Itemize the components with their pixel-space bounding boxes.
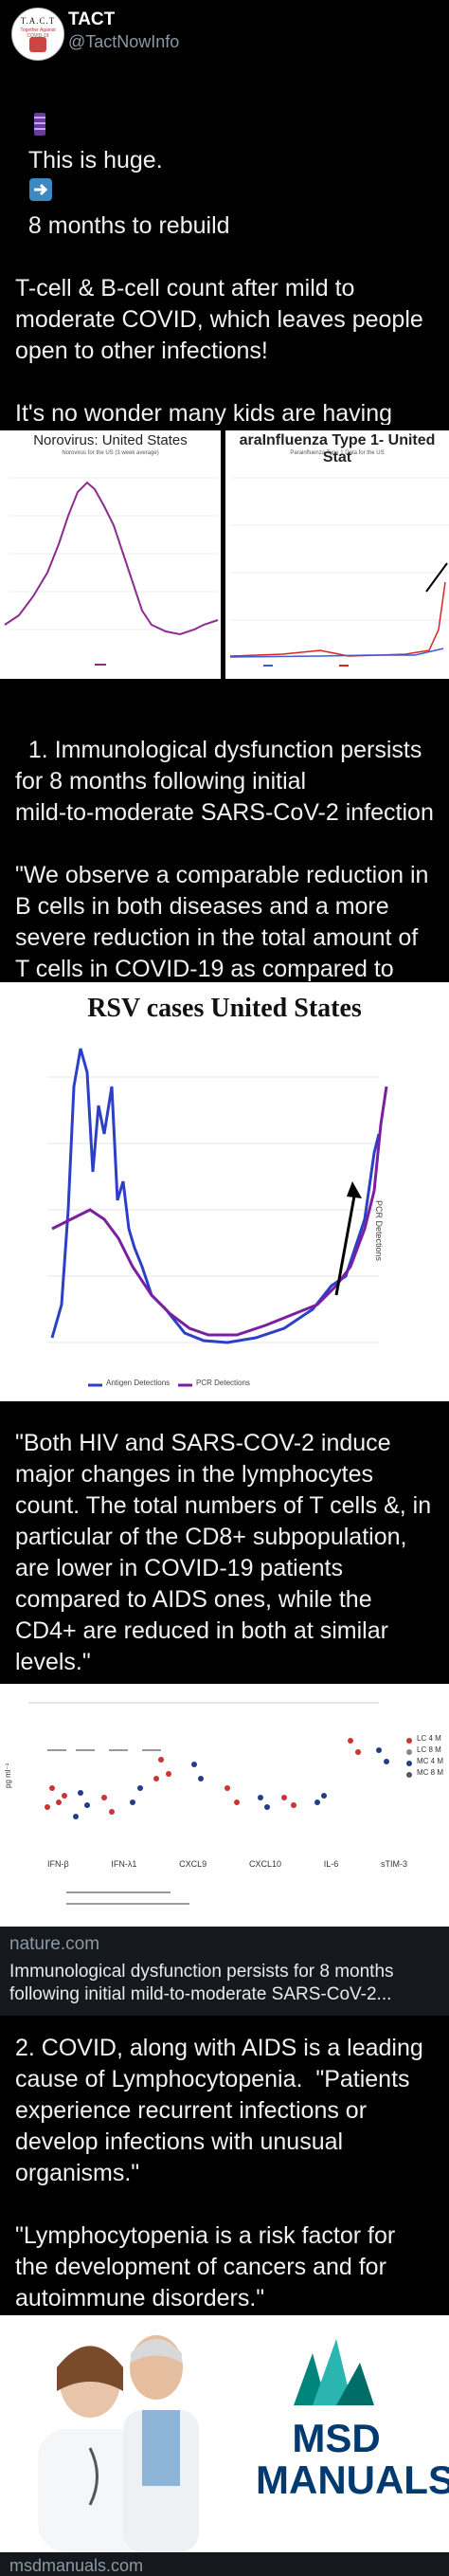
label-stim3: sTIM-3 [380, 1859, 407, 1869]
tweet-2-body: 1. Immunological dysfunction persists fo… [15, 737, 434, 1014]
msd-logo-icon [294, 2339, 374, 2405]
link-domain-bar[interactable]: msdmanuals.com [0, 2552, 449, 2576]
parainfluenza-chart-title: araInfluenza Type 1- United Stat [239, 432, 436, 466]
norovirus-chart[interactable]: Norovirus: United States Norovirus for t… [0, 430, 221, 679]
author-handle[interactable]: @TactNowInfo [68, 32, 180, 51]
chart-images-row[interactable]: Norovirus: United States Norovirus for t… [0, 425, 449, 679]
avatar[interactable]: T.A.C.T Together Against COVID-19 [11, 8, 64, 61]
label-cxcl10: CXCL10 [248, 1859, 281, 1869]
link-card[interactable]: IFN-β IFN-λ1 CXCL9 CXCL10 IL-6 sTIM-3 LC… [0, 1684, 449, 2016]
tweet-1-line1b: 8 months to rebuild [27, 212, 230, 239]
rsv-legend-antigen: Antigen Detections [106, 1379, 171, 1387]
cytokine-legend: LC 4 M LC 8 M MC 4 M MC 8 M [417, 1733, 443, 1779]
cytokine-y-unit: pg ml⁻¹ [4, 1763, 12, 1788]
label-ifn-b: IFN-β [47, 1859, 69, 1869]
cytokine-axis-labels: IFN-β IFN-λ1 CXCL9 CXCL10 IL-6 sTIM-3 [47, 1859, 407, 1869]
link-card-title[interactable]: Immunological dysfunction persists for 8… [9, 1962, 394, 2004]
doctors-photo [38, 2335, 199, 2552]
norovirus-chart-subtitle: Norovirus for the US (3 week average) [62, 450, 159, 456]
parainfluenza-chart-subtitle: Parainfluenza Type 1 Data for the US [290, 450, 385, 456]
label-cxcl9: CXCL9 [179, 1859, 207, 1869]
link-card-domain: nature.com [9, 1934, 100, 1954]
parainfluenza-chart[interactable]: araInfluenza Type 1- United Stat Parainf… [225, 430, 449, 679]
dna-emoji-icon [28, 112, 51, 145]
tweet-3-text: "Both HIV and SARS-COV-2 induce major ch… [15, 1430, 432, 1675]
norovirus-chart-title: Norovirus: United States [33, 432, 188, 448]
legend-mc-8m: MC 8 M [417, 1768, 443, 1777]
rsv-ylabel: PCR Detections [374, 1200, 384, 1262]
msd-manuals-image[interactable]: MSD MANUALS [0, 2315, 449, 2552]
link-card-image[interactable]: IFN-β IFN-λ1 CXCL9 CXCL10 IL-6 sTIM-3 LC… [0, 1684, 449, 1927]
tweet-header: T.A.C.T Together Against COVID-19 TACT @… [0, 0, 449, 68]
avatar-logo-text: T.A.C.T [20, 16, 56, 26]
norovirus-plot [4, 477, 219, 666]
avatar-logo-subtext: Together Against COVID-19 [20, 27, 56, 39]
rsv-plot [47, 1048, 388, 1387]
bottom-link-domain: msdmanuals.com [9, 2556, 144, 2575]
legend-lc-8m: LC 8 M [417, 1745, 441, 1754]
tweet-4-text: 2. COVID, along with AIDS is a leading c… [15, 2035, 423, 2311]
parainfluenza-plot [229, 477, 449, 667]
rsv-chart-title: RSV cases United States [87, 994, 362, 1023]
label-ifn-l1: IFN-λ1 [111, 1859, 137, 1869]
tweet-1-line1: This is huge. [27, 147, 163, 174]
tweet-2-text: 1. Immunological dysfunction persists fo… [0, 703, 449, 1050]
author-name[interactable]: TACT [68, 9, 116, 29]
right-arrow-emoji-icon [28, 177, 53, 210]
legend-mc-4m: MC 4 M [417, 1757, 443, 1765]
msd-logo-line1: MSD [292, 2416, 381, 2460]
legend-lc-4m: LC 4 M [417, 1734, 441, 1743]
rsv-chart-image[interactable]: RSV cases United States Antigen Detectio… [0, 982, 449, 1401]
msd-logo-text: MSD MANUALS [256, 2416, 449, 2502]
msd-logo-line2: MANUALS [256, 2457, 449, 2502]
rsv-legend-pcr: PCR Detections [196, 1379, 250, 1387]
cytokine-figure [28, 1702, 412, 1905]
avatar-logo-mark [29, 37, 46, 52]
link-card-meta[interactable]: nature.com Immunological dysfunction per… [0, 1927, 449, 2016]
label-il6: IL-6 [323, 1859, 339, 1869]
